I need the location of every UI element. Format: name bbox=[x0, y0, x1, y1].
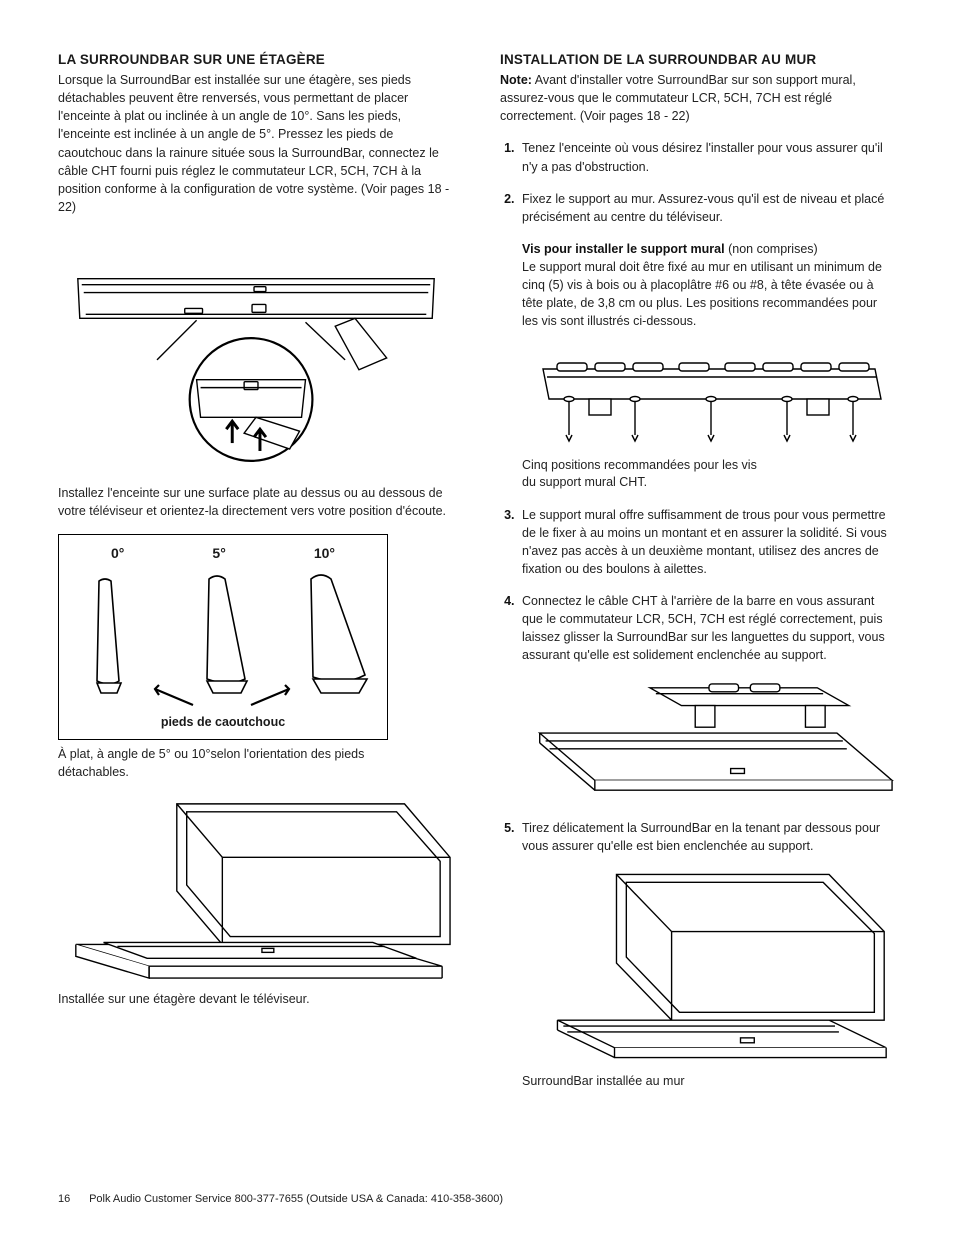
step-4-text: Connectez le câble CHT à l'arrière de la… bbox=[522, 594, 885, 662]
step-1: Tenez l'enceinte où vous désirez l'insta… bbox=[518, 139, 896, 175]
bracket-caption: Cinq positions recommandées pour les vis… bbox=[522, 457, 772, 492]
footer-text: Polk Audio Customer Service 800-377-7655… bbox=[89, 1193, 503, 1205]
left-heading: LA SURROUNDBAR SUR UNE ÉTAGÈRE bbox=[58, 52, 454, 67]
step-2-sub-label: Vis pour installer le support mural bbox=[522, 242, 725, 256]
angle-10: 10° bbox=[314, 545, 335, 561]
two-column-layout: LA SURROUNDBAR SUR UNE ÉTAGÈRE Lorsque l… bbox=[58, 52, 896, 1104]
angle-0: 0° bbox=[111, 545, 124, 561]
angles-inner-caption: pieds de caoutchouc bbox=[59, 711, 387, 739]
step-3: Le support mural offre suffisamment de t… bbox=[518, 506, 896, 579]
step-5-text: Tirez délicatement la SurroundBar en la … bbox=[522, 821, 880, 853]
angle-5: 5° bbox=[212, 545, 225, 561]
step-2-text: Fixez le support au mur. Assurez-vous qu… bbox=[522, 192, 884, 224]
step-2: Fixez le support au mur. Assurez-vous qu… bbox=[518, 190, 896, 492]
figure-shelf-zoom bbox=[58, 230, 454, 470]
angles-caption: À plat, à angle de 5° ou 10°selon l'orie… bbox=[58, 746, 388, 781]
shelf-tv-caption: Installée sur une étagère devant le télé… bbox=[58, 991, 454, 1009]
wall-caption: SurroundBar installée au mur bbox=[522, 1073, 896, 1091]
page-footer: 16 Polk Audio Customer Service 800-377-7… bbox=[58, 1193, 503, 1205]
figure-wall-mounted bbox=[522, 867, 896, 1067]
left-intro: Lorsque la SurroundBar est installée sur… bbox=[58, 71, 454, 216]
step-5: Tirez délicatement la SurroundBar en la … bbox=[518, 819, 896, 1091]
step-4: Connectez le câble CHT à l'arrière de la… bbox=[518, 592, 896, 805]
install-steps: Tenez l'enceinte où vous désirez l'insta… bbox=[500, 139, 896, 1090]
figure-shelf-tv bbox=[58, 795, 454, 985]
left-para2: Installez l'enceinte sur une surface pla… bbox=[58, 484, 454, 520]
figure-slide-on bbox=[522, 675, 896, 805]
right-heading: INSTALLATION DE LA SURROUNDBAR AU MUR bbox=[500, 52, 896, 67]
right-note: Note: Avant d'installer votre SurroundBa… bbox=[500, 71, 896, 125]
figure-bracket bbox=[522, 341, 896, 451]
step-2-sub-body: Le support mural doit être fixé au mur e… bbox=[522, 260, 882, 328]
figure-angles: 0° 5° 10° bbox=[58, 534, 388, 740]
page-number: 16 bbox=[58, 1193, 86, 1205]
left-column: LA SURROUNDBAR SUR UNE ÉTAGÈRE Lorsque l… bbox=[58, 52, 454, 1104]
step-2-sub-paren: (non comprises) bbox=[725, 242, 818, 256]
right-column: INSTALLATION DE LA SURROUNDBAR AU MUR No… bbox=[500, 52, 896, 1104]
note-body: Avant d'installer votre SurroundBar sur … bbox=[500, 73, 856, 123]
note-label: Note: bbox=[500, 73, 532, 87]
